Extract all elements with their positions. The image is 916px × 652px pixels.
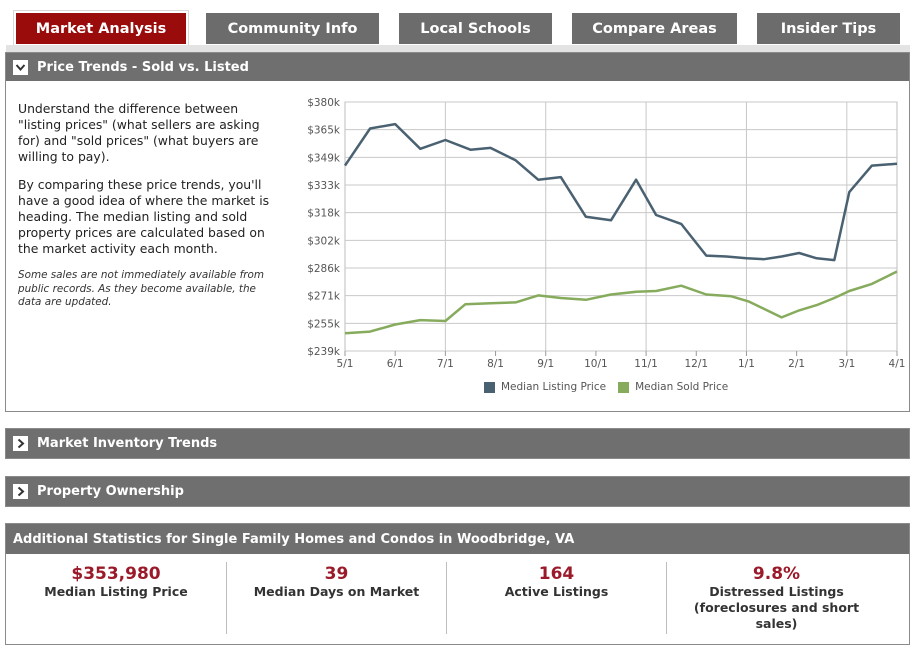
- additional-statistics-panel: Additional Statistics for Single Family …: [5, 523, 910, 645]
- stat-value: 39: [324, 564, 349, 584]
- stat-label: Active Listings: [504, 584, 609, 599]
- stat-label: Distressed Listings (foreclosures and sh…: [693, 584, 860, 631]
- statistics-header: Additional Statistics for Single Family …: [6, 524, 909, 554]
- y-tick-label: $318k: [307, 208, 341, 220]
- property-ownership-title: Property Ownership: [37, 484, 184, 499]
- price-trends-panel: Price Trends - Sold vs. Listed Understan…: [5, 52, 910, 412]
- property-ownership-panel: Property Ownership: [5, 476, 910, 507]
- market-inventory-title: Market Inventory Trends: [37, 436, 218, 451]
- tab-compare-areas[interactable]: Compare Areas: [572, 13, 737, 44]
- series-line-median-sold: [344, 270, 898, 335]
- plot-area: [344, 101, 898, 352]
- y-tick-label: $349k: [307, 152, 341, 164]
- y-tick-label: $255k: [307, 318, 341, 330]
- y-tick-label: $302k: [307, 235, 341, 247]
- intro-paragraph-1: Understand the difference between "listi…: [18, 101, 260, 164]
- stat-value: 9.8%: [752, 564, 801, 584]
- y-tick-label: $239k: [307, 346, 341, 358]
- tab-insider-tips[interactable]: Insider Tips: [757, 13, 900, 44]
- legend-swatch-sold: [618, 381, 630, 393]
- stat-distressed-listings: 9.8% Distressed Listings (foreclosures a…: [666, 562, 886, 634]
- tab-bar: Market Analysis Community Info Local Sch…: [6, 11, 910, 46]
- price-trends-header[interactable]: Price Trends - Sold vs. Listed: [6, 53, 909, 81]
- price-trends-title: Price Trends - Sold vs. Listed: [37, 59, 249, 75]
- x-tick-label: 5/1: [337, 358, 354, 370]
- y-tick-label: $380k: [307, 97, 341, 109]
- y-tick-label: $271k: [307, 291, 341, 303]
- y-tick-label: $333k: [307, 180, 341, 192]
- statistics-row: $353,980 Median Listing Price 39 Median …: [6, 562, 909, 634]
- price-trends-description: Understand the difference between "listi…: [18, 101, 280, 322]
- stat-active-listings: 164 Active Listings: [446, 562, 666, 634]
- x-tick-label: 12/1: [684, 358, 708, 370]
- chevron-right-icon[interactable]: [13, 484, 28, 499]
- tab-community-info[interactable]: Community Info: [206, 13, 379, 44]
- y-tick-label: $365k: [307, 125, 341, 137]
- x-tick-label: 6/1: [387, 358, 404, 370]
- data-availability-note: Some sales are not immediately available…: [18, 269, 264, 308]
- x-tick-label: 9/1: [537, 358, 554, 370]
- market-inventory-panel: Market Inventory Trends: [5, 428, 910, 459]
- tab-divider: [6, 45, 910, 52]
- tab-market-analysis[interactable]: Market Analysis: [14, 11, 188, 46]
- x-tick-label: 10/1: [584, 358, 608, 370]
- series-line-median-listing: [343, 122, 898, 262]
- chevron-right-icon[interactable]: [13, 436, 28, 451]
- stat-value: 164: [538, 564, 575, 584]
- x-tick-label: 8/1: [487, 358, 504, 370]
- stat-value: $353,980: [71, 564, 161, 584]
- chevron-down-icon[interactable]: [13, 59, 28, 75]
- legend-label-listing: Median Listing Price: [501, 381, 607, 393]
- legend-swatch-listing: [484, 381, 495, 393]
- stat-label: Median Listing Price: [44, 584, 188, 599]
- x-tick-label: 1/1: [738, 358, 755, 370]
- price-trends-chart: $380k $365k $349k $333k $318k $302k $286k $271k…: [307, 97, 906, 370]
- x-tick-label: 11/1: [634, 358, 658, 370]
- x-tick-label: 4/1: [889, 358, 906, 370]
- x-tick-label: 7/1: [437, 358, 454, 370]
- y-tick-label: $286k: [307, 263, 341, 275]
- intro-paragraph-2: By comparing these price trends, you'll …: [18, 177, 270, 256]
- stat-median-days-on-market: 39 Median Days on Market: [226, 562, 446, 634]
- tab-local-schools[interactable]: Local Schools: [399, 13, 552, 44]
- legend-item-sold: Median Sold Price: [618, 381, 728, 393]
- stat-label: Median Days on Market: [253, 584, 420, 599]
- chart-legend: Median Listing Price Median Sold Price: [484, 381, 740, 393]
- property-ownership-header[interactable]: Property Ownership: [6, 477, 909, 506]
- legend-item-listing: Median Listing Price: [484, 381, 606, 393]
- x-tick-label: 3/1: [838, 358, 855, 370]
- market-inventory-header[interactable]: Market Inventory Trends: [6, 429, 909, 458]
- legend-label-sold: Median Sold Price: [635, 381, 729, 393]
- stat-median-listing-price: $353,980 Median Listing Price: [6, 562, 226, 634]
- x-tick-label: 2/1: [788, 358, 805, 370]
